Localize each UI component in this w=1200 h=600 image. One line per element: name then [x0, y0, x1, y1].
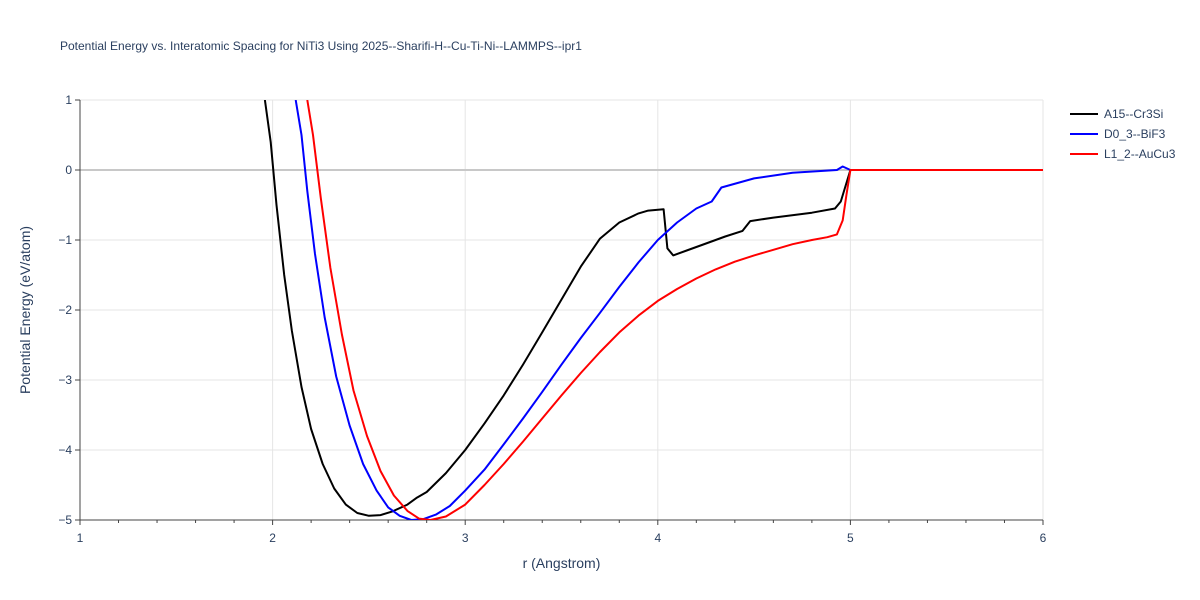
legend-label: L1_2--AuCu3 [1104, 147, 1176, 161]
x-tick-label: 4 [654, 531, 661, 545]
series-line-3 [306, 100, 1043, 520]
series-line-1 [263, 100, 1043, 517]
y-tick-label: 0 [65, 163, 72, 177]
x-tick-label: 5 [847, 531, 854, 545]
legend-label: A15--Cr3Si [1104, 107, 1163, 121]
y-tick-label: −4 [58, 443, 72, 457]
series-group [263, 100, 1043, 520]
x-tick-label: 6 [1040, 531, 1047, 545]
legend-label: D0_3--BiF3 [1104, 127, 1166, 141]
y-tick-label: −2 [58, 303, 72, 317]
y-tick-label: −3 [58, 373, 72, 387]
axes: 1 2 3 4 5 6 1 0 −1 −2 −3 −4 −5 [58, 93, 1046, 545]
legend-item[interactable]: D0_3--BiF3 [1070, 127, 1166, 141]
x-axis-title: r (Angstrom) [523, 555, 601, 571]
x-tick-label: 3 [462, 531, 469, 545]
x-tick-label: 1 [77, 531, 84, 545]
y-axis-title: Potential Energy (eV/atom) [17, 226, 33, 394]
y-tick-label: −1 [58, 233, 72, 247]
grid-lines [80, 99, 1044, 520]
y-tick-label: −5 [58, 513, 72, 527]
y-tick-label: 1 [65, 93, 72, 107]
series-line-2 [294, 100, 1043, 520]
legend-item[interactable]: L1_2--AuCu3 [1070, 147, 1176, 161]
chart-title: Potential Energy vs. Interatomic Spacing… [60, 39, 582, 53]
legend-item[interactable]: A15--Cr3Si [1070, 107, 1163, 121]
x-tick-label: 2 [269, 531, 276, 545]
legend: A15--Cr3Si D0_3--BiF3 L1_2--AuCu3 [1070, 107, 1176, 161]
